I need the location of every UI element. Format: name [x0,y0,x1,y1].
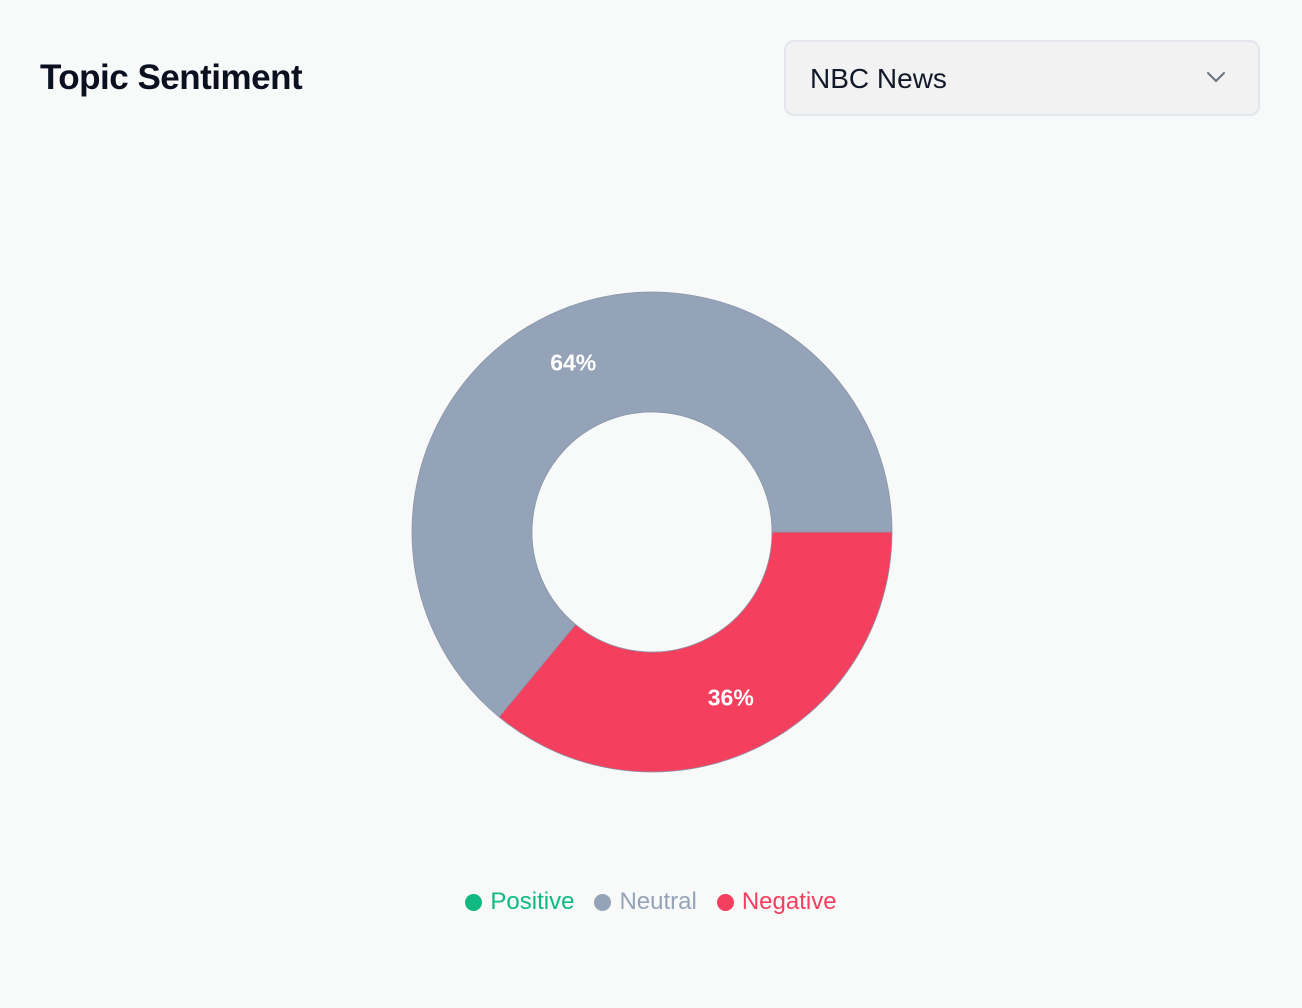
legend-dot-negative [716,893,734,911]
news-source-select[interactable]: NBC News [784,40,1260,116]
legend-label-negative: Negative [741,888,837,915]
legend-dot-positive [465,893,483,911]
donut-slice-negative[interactable] [498,531,893,773]
chart-legend: Positive Neutral Negative [0,888,1302,916]
sentiment-donut-chart: 36% 64% [411,291,893,773]
legend-label-neutral: Neutral [619,888,697,915]
donut-slice-neutral[interactable] [411,291,893,718]
legend-item-neutral[interactable]: Neutral [594,888,697,916]
chevron-down-icon [1207,72,1225,82]
news-source-select-value: NBC News [810,63,947,94]
donut-label-negative: 36% [708,684,754,710]
legend-label-positive: Positive [490,888,575,915]
donut-label-neutral: 64% [550,350,596,376]
legend-dot-neutral [594,893,612,911]
legend-item-positive[interactable]: Positive [465,888,574,916]
page-title: Topic Sentiment [40,58,303,97]
legend-item-negative[interactable]: Negative [716,888,837,916]
